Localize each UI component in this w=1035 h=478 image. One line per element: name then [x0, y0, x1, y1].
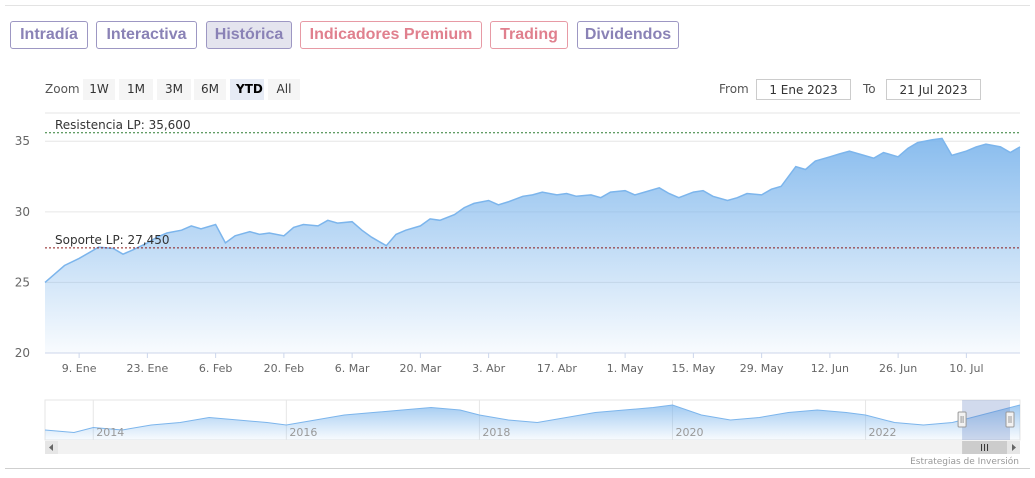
navigator[interactable]: 2014 2016 2018 2020 2022 — [44, 399, 1021, 441]
x-tick-label: 9. Ene — [62, 362, 97, 375]
navigator-tick-label: 2020 — [675, 426, 703, 439]
y-tick-label: 20 — [15, 346, 30, 360]
navigator-left-handle[interactable] — [957, 411, 967, 428]
x-tick-label: 29. May — [740, 362, 784, 375]
x-tick-label: 6. Feb — [199, 362, 232, 375]
tab-indicadores-premium[interactable]: Indicadores Premium — [300, 21, 482, 49]
zoom-6m-button[interactable]: 6M — [194, 79, 226, 100]
y-tick-label: 25 — [15, 275, 30, 289]
from-date-input[interactable] — [756, 79, 851, 100]
x-tick-label: 1. May — [607, 362, 644, 375]
resistance-label: Resistencia LP: 35,600 — [55, 118, 191, 132]
zoom-1w-button[interactable]: 1W — [83, 79, 115, 100]
tab-interactiva[interactable]: Interactiva — [96, 21, 197, 49]
tab-trading[interactable]: Trading — [490, 21, 568, 49]
tab-historica[interactable]: Histórica — [206, 21, 292, 49]
x-tick-label: 12. Jun — [811, 362, 849, 375]
zoom-label: Zoom — [45, 82, 80, 96]
y-tick-label: 35 — [15, 134, 30, 148]
arrow-left-icon — [49, 444, 53, 451]
scrollbar[interactable] — [45, 441, 1020, 454]
zoom-ytd-button[interactable]: YTD — [230, 79, 264, 100]
credits: Estrategias de Inversión — [910, 457, 1019, 467]
navigator-tick-label: 2016 — [289, 426, 317, 439]
navigator-line — [44, 404, 1021, 434]
x-tick-label: 3. Abr — [472, 362, 505, 375]
navigator-tick-label: 2022 — [869, 426, 897, 439]
x-tick-label: 10. Jul — [949, 362, 983, 375]
x-tick-label: 26. Jun — [879, 362, 917, 375]
arrow-right-icon — [1012, 444, 1016, 451]
x-tick-label: 6. Mar — [335, 362, 370, 375]
navigator-selection[interactable] — [962, 400, 1010, 440]
bottom-divider — [5, 468, 1030, 469]
to-label: To — [863, 82, 876, 96]
navigator-right-handle[interactable] — [1005, 411, 1015, 428]
x-tick-label: 15. May — [672, 362, 716, 375]
support-label: Soporte LP: 27,450 — [55, 233, 170, 247]
top-divider — [5, 5, 1030, 6]
price-area — [45, 138, 1020, 353]
zoom-3m-button[interactable]: 3M — [157, 79, 191, 100]
to-date-input[interactable] — [886, 79, 981, 100]
navigator-tick-label: 2018 — [482, 426, 510, 439]
x-tick-label: 20. Feb — [264, 362, 304, 375]
tab-dividendos[interactable]: Dividendos — [577, 21, 679, 49]
x-tick-label: 17. Abr — [537, 362, 577, 375]
zoom-1m-button[interactable]: 1M — [119, 79, 153, 100]
x-tick-label: 20. Mar — [400, 362, 442, 375]
navigator-tick-label: 2014 — [96, 426, 124, 439]
x-tick-label: 23. Ene — [127, 362, 169, 375]
from-label: From — [719, 82, 749, 96]
y-tick-label: 30 — [15, 205, 30, 219]
price-line — [44, 137, 1021, 283]
zoom-all-button[interactable]: All — [268, 79, 300, 100]
tab-intradia[interactable]: Intradía — [10, 21, 88, 49]
